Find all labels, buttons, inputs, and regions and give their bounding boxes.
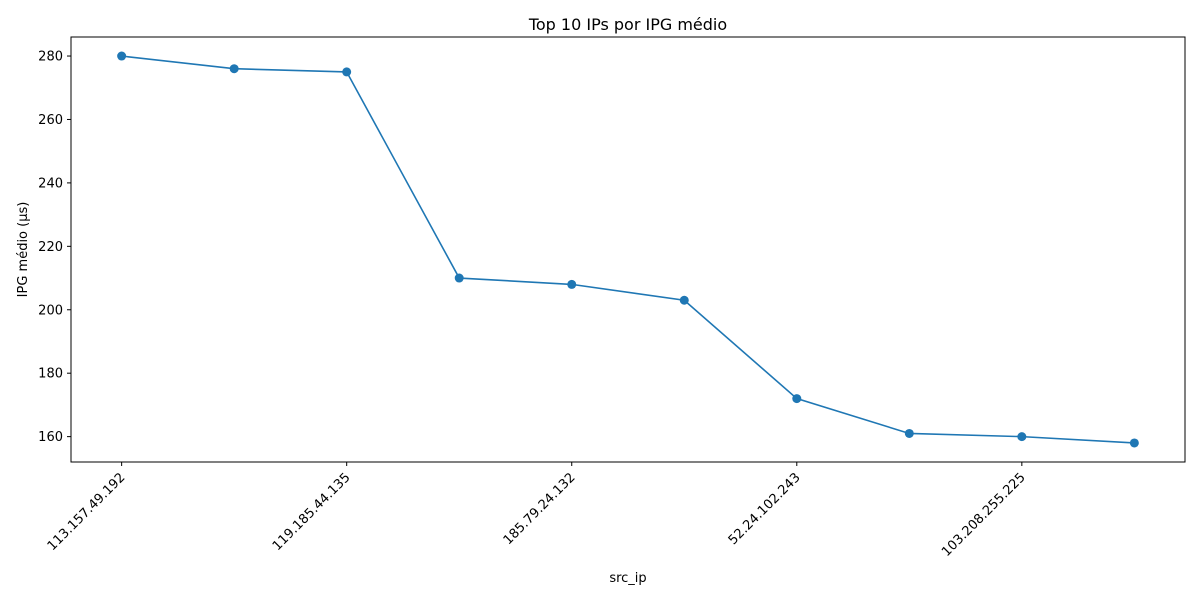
data-point	[1017, 432, 1027, 442]
y-tick-label: 240	[38, 176, 63, 191]
x-tick-label: 119.185.44.135	[270, 470, 354, 554]
data-point	[904, 428, 914, 438]
y-tick-label: 180	[38, 367, 63, 382]
x-tick-label: 185.79.24.132	[501, 470, 579, 548]
data-point	[679, 295, 689, 305]
data-point	[454, 273, 464, 283]
x-tick-label: 52.24.102.243	[726, 470, 804, 548]
y-tick-label: 280	[38, 50, 63, 65]
x-axis-label: src_ip	[609, 571, 646, 586]
y-tick-label: 200	[38, 303, 63, 318]
y-axis-label: IPG médio (µs)	[16, 202, 31, 298]
chart-title: Top 10 IPs por IPG médio	[528, 15, 727, 34]
y-tick-label: 260	[38, 113, 63, 128]
data-point	[342, 67, 352, 77]
data-point	[229, 64, 239, 74]
series-line	[121, 55, 1135, 444]
data-point	[117, 51, 127, 61]
plot-area-frame	[70, 36, 1186, 463]
data-point	[792, 394, 802, 404]
data-point	[1129, 438, 1139, 448]
x-axis: 113.157.49.192 119.185.44.135 185.79.24.13…	[45, 462, 1029, 560]
x-tick-label: 113.157.49.192	[45, 470, 129, 554]
y-tick-label: 160	[38, 430, 63, 445]
y-axis: 160 180 200 220 240 260 280	[38, 50, 71, 445]
x-tick-label: 103.208.255.225	[939, 470, 1029, 560]
series-layer	[117, 51, 1139, 448]
data-point	[567, 279, 577, 289]
y-tick-label: 220	[38, 240, 63, 255]
